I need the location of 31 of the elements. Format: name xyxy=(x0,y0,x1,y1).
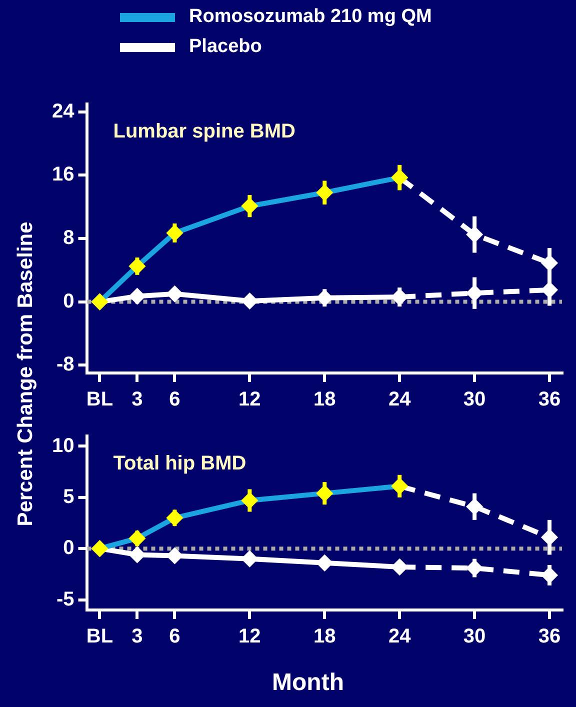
y-tick-label: 16 xyxy=(52,164,74,186)
x-tick-label: 24 xyxy=(388,388,412,411)
y-tick-label: 24 xyxy=(52,100,76,122)
x-axis-title: Month xyxy=(271,669,345,697)
x-tick-label: 36 xyxy=(538,626,561,648)
x-tick-label: 12 xyxy=(238,388,261,411)
legend-label: Placebo xyxy=(189,36,262,58)
legend-label: Romosozumab 210 mg QM xyxy=(189,6,432,28)
x-tick-label: 6 xyxy=(169,626,180,648)
x-tick-label: 30 xyxy=(463,388,486,411)
x-tick-label: 6 xyxy=(169,388,180,411)
text: Lumbar spine BMD xyxy=(113,120,296,143)
y-tick-label: 0 xyxy=(63,537,74,560)
x-tick-label: 3 xyxy=(132,626,143,648)
x-tick-label: 3 xyxy=(132,388,143,411)
x-tick-label: 18 xyxy=(314,388,336,411)
y-tick-label: 10 xyxy=(52,434,74,457)
y-tick-label: 5 xyxy=(63,486,74,508)
x-tick-label: BL xyxy=(86,388,114,411)
x-tick-label: 30 xyxy=(463,626,486,648)
text: Total hip BMD xyxy=(113,452,246,475)
y-tick-label: 8 xyxy=(63,227,74,250)
y-tick-label: -5 xyxy=(56,588,74,610)
x-tick-label: 36 xyxy=(538,388,561,411)
y-axis-title: Percent Change from Baseline xyxy=(14,220,38,528)
y-tick-label: -8 xyxy=(56,354,74,376)
x-tick-label: 24 xyxy=(388,626,412,648)
x-tick-label: 12 xyxy=(238,626,261,648)
x-tick-label: BL xyxy=(86,626,114,648)
x-tick-label: 18 xyxy=(314,626,336,648)
y-tick-label: 0 xyxy=(63,290,74,312)
